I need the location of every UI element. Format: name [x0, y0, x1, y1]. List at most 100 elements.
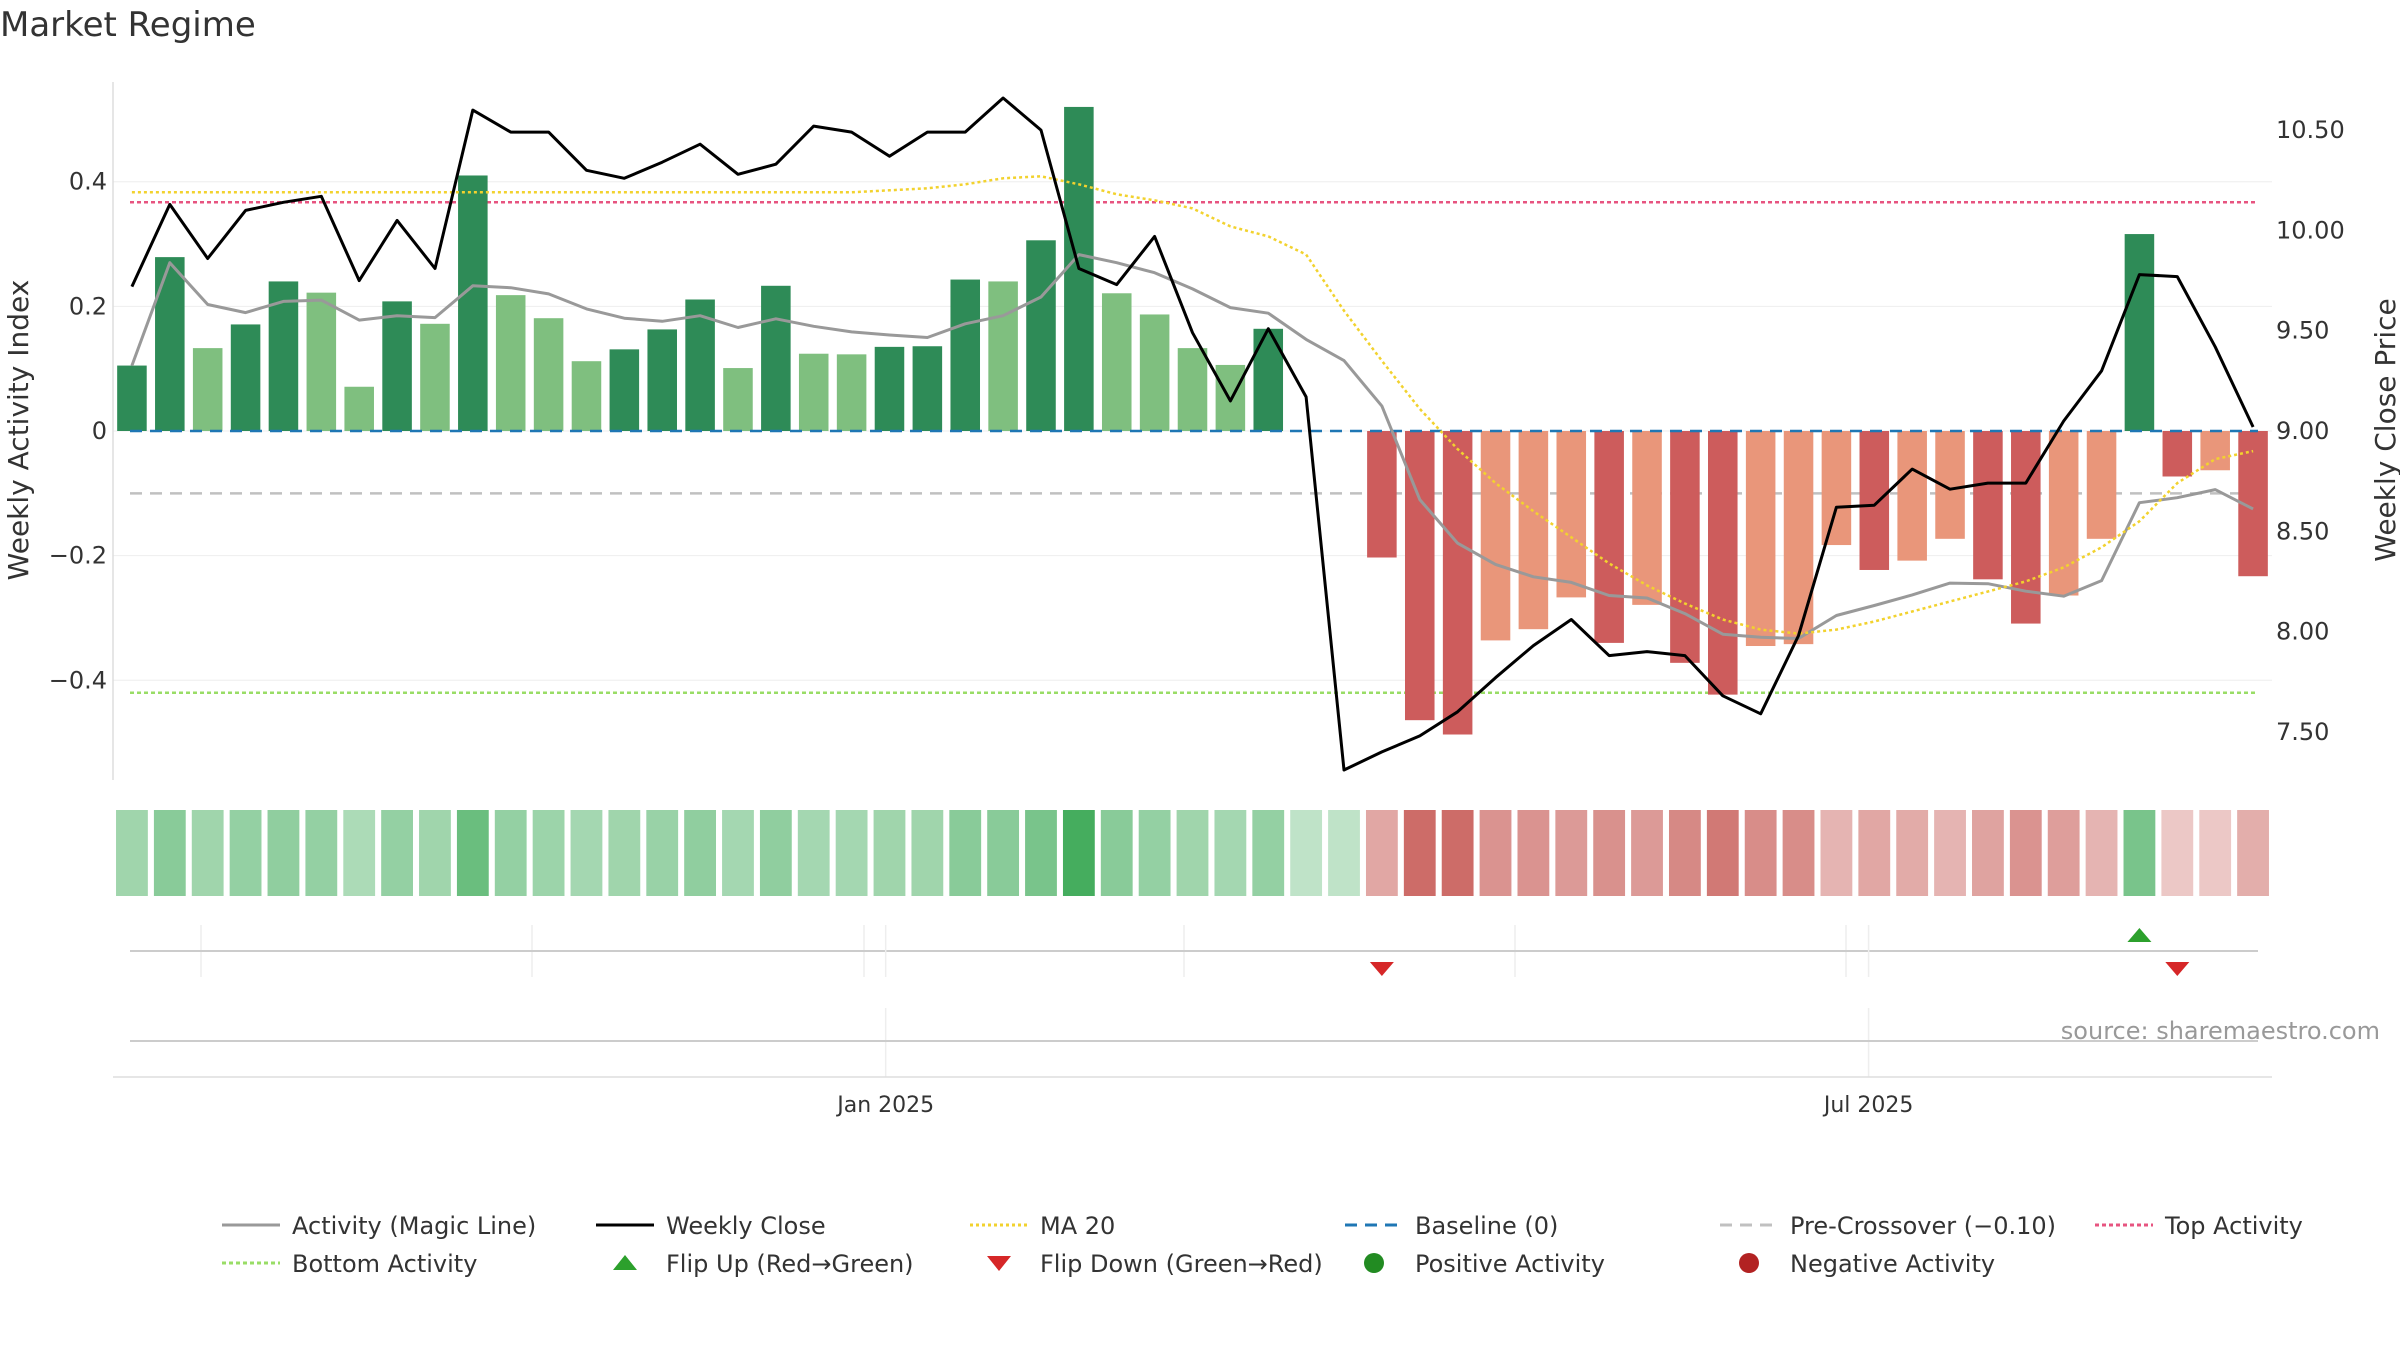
heat-cell: [2199, 810, 2232, 896]
heat-cell: [2123, 810, 2156, 896]
right-tick-label: 10.50: [2276, 116, 2345, 144]
legend-swatch: [1739, 1253, 1759, 1273]
heat-cell: [153, 810, 186, 896]
activity-bar: [268, 281, 299, 431]
activity-bar: [2200, 431, 2230, 471]
activity-bar: [420, 323, 450, 431]
activity-bar: [2124, 234, 2155, 431]
heat-cell: [2047, 810, 2080, 896]
legend-label: Weekly Close: [666, 1212, 826, 1240]
heat-cell: [419, 810, 451, 896]
activity-bar: [1139, 314, 1170, 431]
heat-cell: [1479, 810, 1512, 896]
right-tick-label: 9.50: [2276, 317, 2329, 345]
heat-cell: [381, 810, 413, 896]
heat-cell: [1668, 810, 1701, 896]
left-tick-label: 0.4: [69, 168, 107, 196]
left-tick-label: 0: [92, 417, 107, 445]
activity-bar: [1745, 431, 1776, 647]
activity-bar: [2086, 431, 2117, 539]
heat-cell: [343, 810, 376, 896]
activity-bar: [344, 386, 374, 431]
left-axis-ticks: 0.4 0.2 0 −0.2 −0.4: [49, 168, 107, 695]
weekly-close-series: [130, 96, 2255, 772]
left-tick-label: 0.2: [69, 292, 107, 320]
heat-cell: [1782, 810, 1815, 896]
activity-bar: [533, 318, 564, 431]
activity-bar: [988, 281, 1018, 431]
activity-bar: [912, 346, 943, 431]
legend: Activity (Magic Line) Weekly Close MA 20 Ba…: [222, 1212, 2303, 1278]
heat-cell: [1062, 810, 1095, 896]
heat-cell: [532, 810, 565, 896]
heat-cell: [1138, 810, 1171, 896]
heat-cell: [570, 810, 603, 896]
heat-cell: [1252, 810, 1285, 896]
heat-cell: [1025, 810, 1057, 896]
heat-cell: [229, 810, 262, 896]
left-tick-label: −0.2: [49, 542, 107, 570]
heat-cell: [1100, 810, 1133, 896]
activity-bar: [192, 348, 223, 431]
date-panel: Jan 2025 Jul 2025 source: sharemaestro.co…: [113, 925, 2380, 1118]
heat-cell: [949, 810, 982, 896]
legend-swatch: [987, 1256, 1011, 1271]
activity-bar: [495, 295, 526, 431]
flip-panel: [130, 925, 2258, 977]
heat-cell: [873, 810, 906, 896]
activity-bar: [950, 279, 981, 431]
heat-cell: [722, 810, 754, 896]
heat-cell: [1820, 810, 1853, 896]
heat-cell: [494, 810, 527, 896]
activity-bar: [874, 346, 905, 431]
heat-cell: [1972, 810, 2004, 896]
reference-lines: [130, 201, 2258, 694]
heat-cell: [987, 810, 1020, 896]
activity-bar: [1253, 328, 1284, 431]
x-tick-label: Jan 2025: [835, 1093, 934, 1118]
ma20-series: [131, 175, 2254, 635]
activity-bar: [1783, 431, 1814, 645]
heat-strip: [116, 810, 2269, 896]
heat-cell: [1441, 810, 1474, 896]
main-panel: 0.4 0.2 0 −0.2 −0.4 10.50 10.00 9.50 9.00 8.50 8.…: [2, 82, 2400, 780]
activity-bar: [1480, 431, 1511, 641]
activity-bar: [1556, 431, 1587, 598]
heat-cell: [911, 810, 944, 896]
legend-label: MA 20: [1040, 1212, 1115, 1240]
heat-cell: [646, 810, 679, 896]
heat-cell: [1858, 810, 1891, 896]
left-tick-label: −0.4: [49, 666, 107, 694]
activity-bar: [647, 329, 677, 431]
activity-bar: [1367, 431, 1397, 558]
right-axis-label: Weekly Close Price: [2369, 298, 2400, 561]
legend-label: Pre-Crossover (−0.10): [1790, 1212, 2056, 1240]
heat-cell: [1290, 810, 1323, 896]
heat-cell: [1214, 810, 1247, 896]
legend-label: Bottom Activity: [292, 1250, 477, 1278]
activity-bar: [1897, 431, 1927, 561]
heat-cell: [267, 810, 300, 896]
activity-bar: [458, 175, 488, 431]
heat-cell: [2161, 810, 2194, 896]
heat-cell: [608, 810, 641, 896]
activity-bar: [1518, 431, 1549, 630]
heat-cell: [1631, 810, 1663, 896]
activity-bars: [117, 106, 2268, 735]
legend-label: Negative Activity: [1790, 1250, 1995, 1278]
heat-cell: [1365, 810, 1398, 896]
legend-swatch: [1364, 1253, 1384, 1273]
activity-bar: [1708, 431, 1738, 695]
heat-cell: [116, 810, 148, 896]
legend-label: Positive Activity: [1415, 1250, 1605, 1278]
heat-cell: [1593, 810, 1626, 896]
activity-bar: [1632, 431, 1662, 605]
activity-bar: [230, 324, 261, 431]
activity-bar: [1821, 431, 1852, 546]
chart-title: Market Regime: [0, 5, 256, 45]
heat-cell: [1328, 810, 1360, 896]
legend-label: Top Activity: [2164, 1212, 2303, 1240]
heat-cell: [1744, 810, 1777, 896]
x-tick-label: Jul 2025: [1822, 1093, 1914, 1118]
source-note: source: sharemaestro.com: [2061, 1017, 2380, 1045]
